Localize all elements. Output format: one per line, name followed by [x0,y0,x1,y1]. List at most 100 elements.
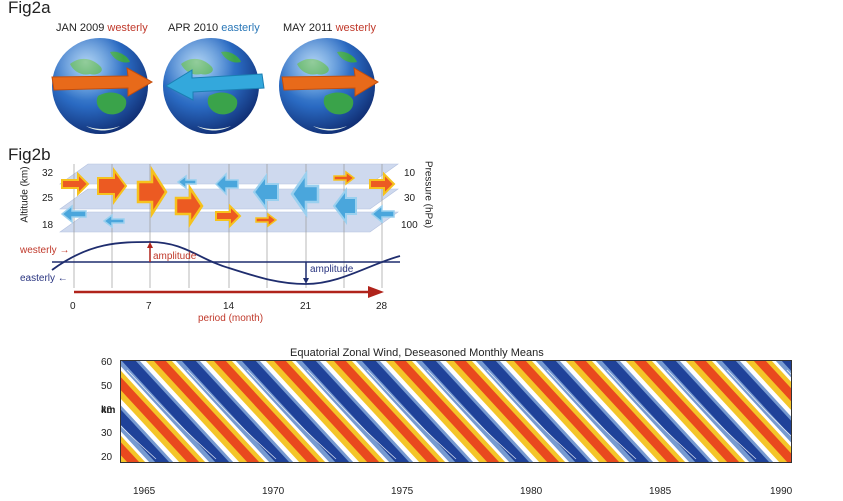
easterly-arrow-icon [370,204,395,224]
wind-contour [186,369,277,460]
altitude-axis-label: Altitude (km) [19,166,31,223]
wind-band [633,360,740,463]
globe-1-westerly-arrow-icon [51,67,154,97]
wind-contour [126,369,217,460]
wind-contour [246,369,337,460]
amplitude-up-head-icon [147,242,153,248]
period-tick-14: 14 [223,301,235,312]
wind-contour [120,424,157,460]
y-tick-30: 30 [101,428,113,439]
x-tick-1990: 1990 [770,486,793,497]
globe-regime-1: westerly [107,22,148,34]
wind-contour [486,369,577,460]
wind-contour [546,369,637,460]
wind-band [661,360,770,463]
amplitude-label-westerly: amplitude [153,251,197,262]
chart-title: Equatorial Zonal Wind, Deseasoned Monthl… [290,347,544,359]
wind-band [120,404,174,463]
qbo-heatmap-svg [120,360,792,463]
wind-band [181,360,290,463]
altitude-tick-18: 18 [42,220,54,231]
period-tick-21: 21 [300,301,312,312]
amplitude-label-easterly: amplitude [310,264,354,275]
x-tick-1975: 1975 [391,486,414,497]
wind-band [361,360,470,463]
westerly-arrow-icon [136,165,168,219]
globe-regime-2: easterly [221,22,260,34]
westerly-arrow-icon [97,167,128,205]
wind-band [745,360,792,411]
y-tick-60: 60 [101,357,113,368]
globe-title-2: APR 2010 easterly [168,22,260,34]
wind-band [333,360,440,463]
globe-date-2: APR 2010 [168,22,219,34]
wind-band [273,360,380,463]
wind-contour [606,369,697,460]
globe-regime-3: westerly [335,22,376,34]
heatmap-frame [120,360,792,463]
westerly-arrow-icon [174,183,204,229]
westerly-arrow-icon [215,203,242,229]
period-tick-7: 7 [146,301,152,312]
heatmap-contours [120,369,792,460]
wind-band [393,360,500,463]
wind-band [241,360,350,463]
wind-band [213,360,320,463]
easterly-arrow-icon [252,173,279,211]
easterly-label: easterly ← [20,273,68,284]
qbo-heatmap [120,360,792,463]
easterly-arrow-icon [290,170,320,218]
wind-band [481,360,590,463]
wind-arrows [60,165,396,229]
y-tick-40: 40 [101,405,113,416]
pressure-tick-100: 100 [401,220,418,231]
heatmap-bands [120,360,792,463]
qbo-schematic [51,163,401,298]
altitude-tick-32: 32 [42,168,54,179]
wind-band [601,360,710,463]
globe-2-easterly-arrow-icon [164,69,265,101]
x-tick-1980: 1980 [520,486,543,497]
globe-title-3: MAY 2011 westerly [283,22,376,34]
x-tick-1965: 1965 [133,486,156,497]
globe-3-westerly-arrow-icon [281,67,379,97]
y-tick-20: 20 [101,452,113,463]
wind-band [301,360,410,463]
wind-band [421,360,530,463]
easterly-arrow-icon [176,174,197,190]
altitude-tick-25: 25 [42,193,54,204]
globe-date-3: MAY 2011 [283,22,333,34]
fig2a-label: Fig2a [8,0,51,17]
wind-contour [306,369,397,460]
qbo-sine-wave [51,241,401,285]
wind-band [513,360,620,463]
period-tick-0: 0 [70,301,76,312]
easterly-arrow-icon [102,213,125,229]
globe-title-1: JAN 2009 westerly [56,22,148,34]
wind-band [541,360,650,463]
wind-band [121,360,230,463]
wind-contour [366,369,457,460]
pressure-axis-label: Pressure (hPa) [422,160,434,229]
globe-date-1: JAN 2009 [56,22,105,34]
wind-band [573,360,680,463]
wind-contour [726,369,792,438]
fig2b-label: Fig2b [8,145,51,164]
period-arrow-head-icon [368,286,384,298]
westerly-arrow-icon [333,170,356,186]
wind-contour [426,369,517,460]
pressure-tick-10: 10 [404,168,416,179]
wind-band [153,360,260,463]
amplitude-down-head-icon [303,278,309,284]
y-axis-label: km [101,405,116,416]
period-tick-28: 28 [376,301,388,312]
y-tick-50: 50 [101,381,113,392]
wind-band [693,360,792,463]
period-axis-label: period (month) [198,313,264,324]
wind-contour [666,369,757,460]
easterly-arrow-icon [60,204,87,224]
westerly-arrow-icon [255,212,278,228]
westerly-label: westerly → [20,245,70,256]
x-tick-1970: 1970 [262,486,285,497]
globe-row [51,38,379,134]
